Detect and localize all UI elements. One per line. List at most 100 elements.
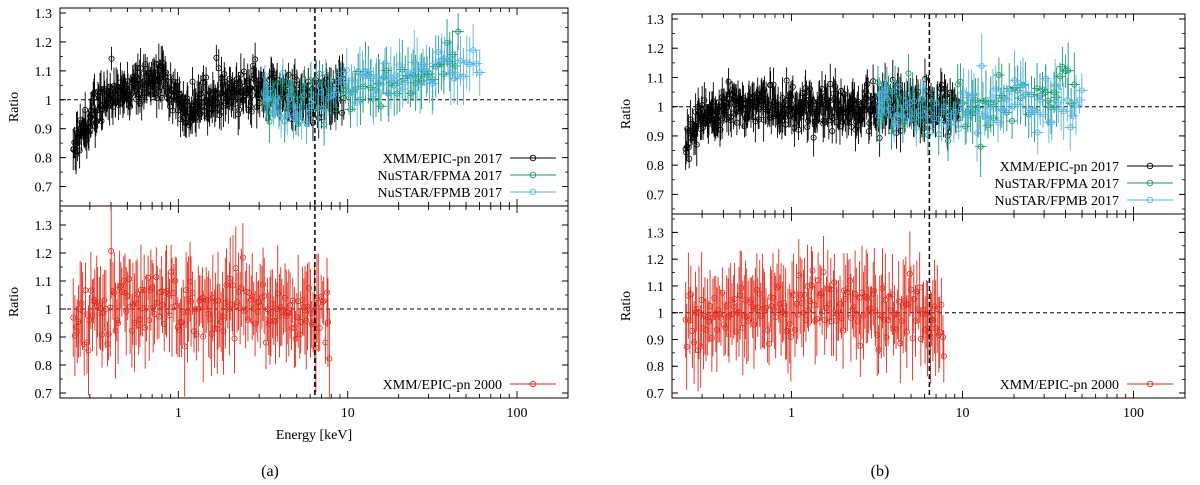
data-point — [454, 71, 461, 78]
data-point — [805, 117, 812, 124]
data-point — [919, 95, 926, 102]
data-point — [126, 276, 133, 283]
data-point — [982, 97, 989, 104]
data-point — [1059, 63, 1066, 70]
data-point — [90, 90, 97, 97]
data-point — [343, 67, 350, 74]
data-point — [1048, 119, 1055, 126]
data-point — [307, 77, 314, 84]
data-point — [896, 83, 903, 90]
data-point — [236, 106, 243, 113]
data-point — [319, 298, 326, 305]
data-point — [441, 55, 448, 62]
data-point — [73, 323, 80, 330]
series-xmm2000 — [682, 231, 947, 392]
data-point — [234, 299, 241, 306]
data-point — [913, 124, 920, 131]
legend-swatch-marker — [1146, 196, 1154, 204]
y-tick-label: 1 — [657, 101, 664, 116]
data-point — [278, 114, 285, 121]
data-point — [300, 92, 307, 99]
data-point — [787, 112, 794, 119]
data-point — [429, 80, 436, 87]
data-point — [274, 94, 281, 101]
legend-swatch-marker — [1146, 179, 1154, 187]
data-point — [221, 70, 228, 77]
y-tick-label: 0.7 — [647, 387, 665, 402]
data-point — [740, 95, 747, 102]
subplot-a-lower: 0.7 0.8 0.9 1 1.1 1.2 1.3 Ratio XMM/EPIC-pn 2000… — [7, 205, 569, 443]
data-point — [1014, 101, 1021, 108]
data-point — [993, 98, 1000, 105]
data-point — [787, 333, 794, 340]
data-point — [470, 47, 477, 54]
data-point — [911, 98, 918, 105]
data-point — [142, 61, 149, 68]
data-point — [197, 90, 204, 97]
data-point — [745, 317, 752, 324]
data-point — [78, 300, 85, 307]
data-point — [375, 80, 382, 87]
data-point — [261, 292, 268, 299]
data-point — [244, 316, 251, 323]
data-point — [849, 96, 856, 103]
data-point — [405, 68, 412, 75]
data-point — [379, 75, 386, 82]
y-tick-label: 1.3 — [35, 219, 53, 234]
data-point — [1042, 75, 1049, 82]
data-point — [831, 279, 838, 286]
axes-frame — [59, 205, 569, 399]
data-point — [686, 155, 693, 162]
data-point — [423, 67, 430, 74]
legend-label: XMM/EPIC-pn 2000 — [383, 378, 502, 393]
data-point — [889, 88, 896, 95]
data-point — [105, 331, 112, 338]
data-point — [115, 102, 122, 109]
data-point — [821, 316, 828, 323]
data-point — [789, 83, 796, 90]
data-point — [142, 324, 149, 331]
data-point — [319, 80, 326, 87]
data-point — [174, 79, 181, 86]
data-point — [938, 120, 945, 127]
data-point — [233, 76, 240, 83]
axes-frame — [671, 213, 1186, 399]
data-point — [339, 67, 346, 74]
data-point — [812, 317, 819, 324]
data-layer — [672, 231, 1185, 392]
data-point — [108, 248, 115, 255]
data-point — [683, 343, 690, 350]
data-point — [127, 103, 134, 110]
data-point — [832, 83, 839, 90]
y-tick-label: 1.3 — [647, 226, 665, 241]
y-tick-label: 0.8 — [35, 359, 53, 374]
y-tick-label: 1.1 — [647, 280, 665, 295]
data-point — [1037, 96, 1044, 103]
data-point — [251, 76, 258, 83]
series-xmm2000 — [70, 206, 333, 398]
data-point — [107, 83, 114, 90]
data-point — [942, 92, 949, 99]
data-point — [320, 105, 327, 112]
y-tick-label: 1.3 — [35, 7, 53, 22]
data-point — [272, 100, 279, 107]
data-point — [296, 331, 303, 338]
data-point — [770, 81, 777, 88]
data-point — [312, 80, 319, 87]
data-point — [866, 120, 873, 127]
data-point — [992, 85, 999, 92]
data-point — [98, 118, 105, 125]
y-tick-label: 1.2 — [647, 253, 665, 268]
data-point — [905, 70, 912, 77]
data-point — [693, 141, 700, 148]
data-point — [169, 304, 176, 311]
y-tick-label: 0.7 — [35, 181, 53, 196]
data-point — [788, 93, 795, 100]
data-point — [324, 289, 331, 296]
data-point — [894, 111, 901, 118]
data-point — [200, 333, 207, 340]
data-point — [288, 86, 295, 93]
data-point — [340, 70, 347, 77]
data-point — [725, 78, 732, 85]
data-point — [193, 331, 200, 338]
